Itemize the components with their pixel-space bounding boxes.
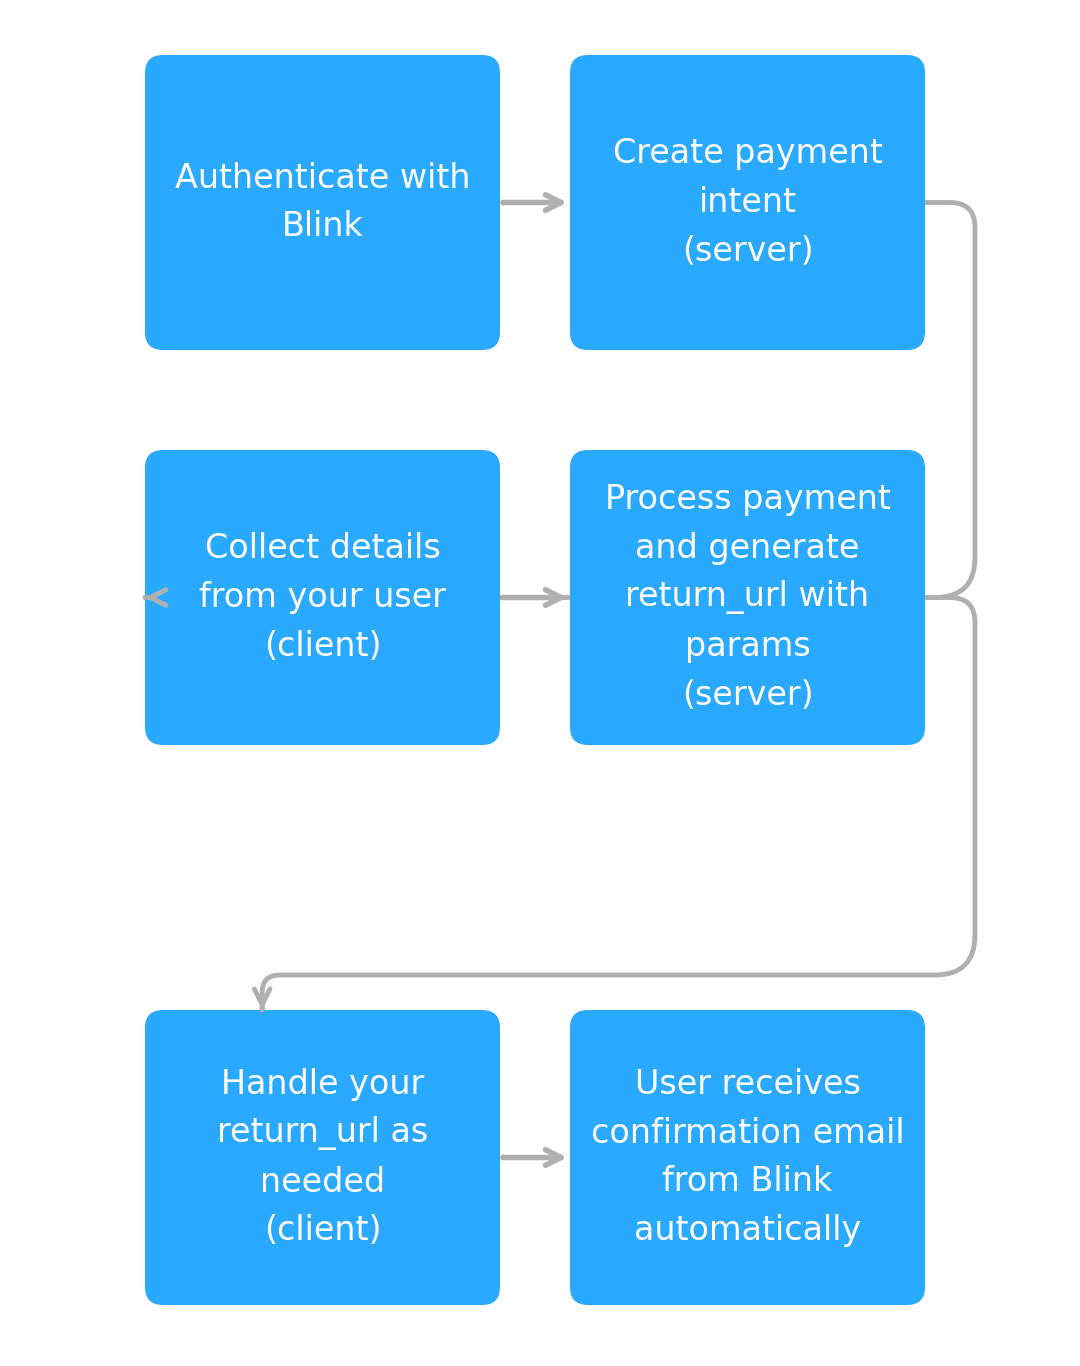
FancyBboxPatch shape: [570, 55, 924, 350]
FancyBboxPatch shape: [145, 55, 500, 350]
Text: Process payment
and generate
return_url with
params
(server): Process payment and generate return_url …: [605, 484, 890, 712]
Text: User receives
confirmation email
from Blink
automatically: User receives confirmation email from Bl…: [591, 1068, 904, 1247]
Text: Handle your
return_url as
needed
(client): Handle your return_url as needed (client…: [217, 1068, 428, 1247]
Text: Create payment
intent
(server): Create payment intent (server): [612, 138, 882, 268]
FancyBboxPatch shape: [145, 1009, 500, 1305]
Text: Collect details
from your user
(client): Collect details from your user (client): [199, 533, 446, 663]
FancyBboxPatch shape: [570, 449, 924, 744]
Text: Authenticate with
Blink: Authenticate with Blink: [175, 161, 470, 243]
FancyBboxPatch shape: [570, 1009, 924, 1305]
FancyBboxPatch shape: [145, 449, 500, 744]
